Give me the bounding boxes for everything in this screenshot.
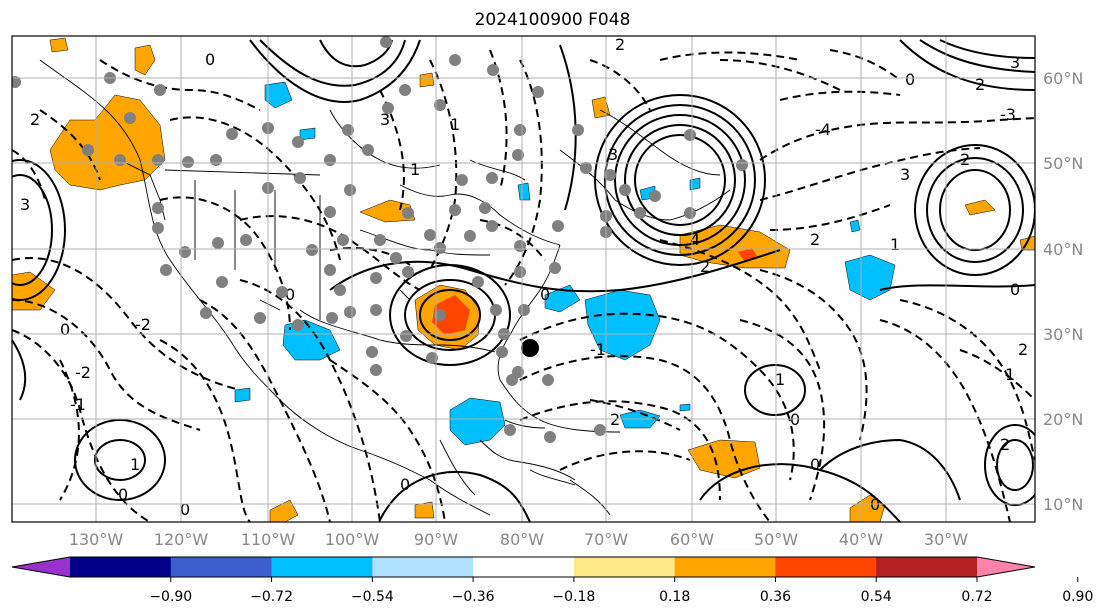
- colorbar-extend-high: [977, 557, 1035, 577]
- contour-label: -3: [1000, 105, 1016, 124]
- contour-label: 0: [60, 320, 70, 339]
- lon-label: 30°W: [924, 530, 968, 549]
- contour-label: 2: [960, 150, 970, 169]
- lon-label: 50°W: [754, 530, 798, 549]
- contour-label: -1: [590, 340, 606, 359]
- gridlines: [12, 36, 1035, 522]
- colorbar-segment: [473, 557, 575, 577]
- contour-label: -1: [70, 395, 86, 414]
- lon-label: 60°W: [670, 530, 714, 549]
- contour-label: 0: [205, 50, 215, 69]
- contour-label: -2: [75, 363, 91, 382]
- contour-label: 0: [285, 285, 295, 304]
- dashed-contours: [12, 49, 1035, 522]
- map-title: 2024100900 F048: [474, 10, 631, 30]
- lon-label: 70°W: [584, 530, 628, 549]
- latitude-labels: 60°N 50°N 40°N 30°N 20°N 10°N: [1043, 69, 1083, 514]
- contour-label: 0: [810, 455, 820, 474]
- colorbar-tick-label: −0.72: [250, 589, 293, 605]
- colorbar-tick-label: 0.18: [659, 589, 690, 605]
- contour-label: 3: [900, 165, 910, 184]
- lat-label: 30°N: [1043, 325, 1083, 344]
- contour-label: -2: [135, 315, 151, 334]
- storm-center-marker: [521, 339, 539, 357]
- colorbar-tick-label: −0.90: [149, 589, 192, 605]
- colorbar-segment: [170, 557, 273, 577]
- lon-label: 110°W: [241, 530, 296, 549]
- contour-label: 1: [130, 455, 140, 474]
- negative-anomaly-shading: [234, 81, 896, 446]
- lat-label: 20°N: [1043, 410, 1083, 429]
- contour-label: 3: [380, 110, 390, 129]
- colorbar-tick-label: 0.90: [1062, 589, 1093, 605]
- station-dots: [12, 36, 748, 443]
- contour-label: 0: [1010, 280, 1020, 299]
- colorbar: −0.90 −0.72 −0.54 −0.36 −0.18 0.18 0.36 0.54 0.7…: [11, 556, 1093, 605]
- lon-label: 100°W: [325, 530, 380, 549]
- lon-label: 80°W: [500, 530, 544, 549]
- colorbar-tick-label: −0.36: [452, 589, 495, 605]
- contour-label: 1: [1005, 365, 1015, 384]
- contour-label: 0: [118, 485, 128, 504]
- contour-label: 1: [410, 160, 420, 179]
- lat-label: 50°N: [1043, 154, 1083, 173]
- colorbar-tick-label: 0.36: [760, 589, 791, 605]
- contour-label: 3: [1010, 53, 1020, 72]
- contour-label: 1: [890, 235, 900, 254]
- lon-label: 130°W: [69, 530, 124, 549]
- longitude-labels: 130°W 120°W 110°W 100°W 90°W 80°W 70°W 6…: [69, 530, 968, 549]
- contour-label: 2: [975, 75, 985, 94]
- colorbar-segment: [271, 557, 373, 577]
- contour-label: 0: [905, 70, 915, 89]
- contour-label: 0: [400, 475, 410, 494]
- colorbar-segment: [876, 557, 978, 577]
- contour-label: 2: [1000, 435, 1010, 454]
- contour-label: 0: [540, 285, 550, 304]
- contour-label: 2: [1018, 340, 1028, 359]
- contour-label: 2: [700, 257, 710, 276]
- contour-label: 1: [775, 370, 785, 389]
- contour-label: 3: [608, 145, 618, 164]
- lon-label: 40°W: [839, 530, 883, 549]
- colorbar-tick-label: −0.54: [351, 589, 394, 605]
- lon-label: 90°W: [414, 530, 458, 549]
- lat-label: 60°N: [1043, 69, 1083, 88]
- colorbar-tick-label: −0.18: [552, 589, 595, 605]
- colorbar-outline: [11, 556, 1036, 578]
- contour-label: 2: [615, 35, 625, 54]
- map-frame: [11, 35, 1036, 523]
- contour-label: -4: [815, 120, 831, 139]
- colorbar-tick-label: 0.72: [961, 589, 992, 605]
- contour-label: 3: [20, 195, 30, 214]
- colorbar-segment: [372, 557, 474, 577]
- lat-label: 40°N: [1043, 240, 1083, 259]
- colorbar-tick-label: 0.54: [861, 589, 892, 605]
- colorbar-segment: [573, 557, 676, 577]
- colorbar-extend-low: [12, 557, 70, 577]
- contour-label: 2: [810, 230, 820, 249]
- lat-label: 10°N: [1043, 495, 1083, 514]
- colorbar-segment: [674, 557, 776, 577]
- contour-label: 2: [30, 110, 40, 129]
- lon-label: 120°W: [154, 530, 209, 549]
- contour-label: 1: [450, 115, 460, 134]
- contour-label: 0: [180, 500, 190, 519]
- colorbar-segment: [70, 557, 172, 577]
- colorbar-segment: [775, 557, 877, 577]
- contour-label: 4: [690, 230, 700, 249]
